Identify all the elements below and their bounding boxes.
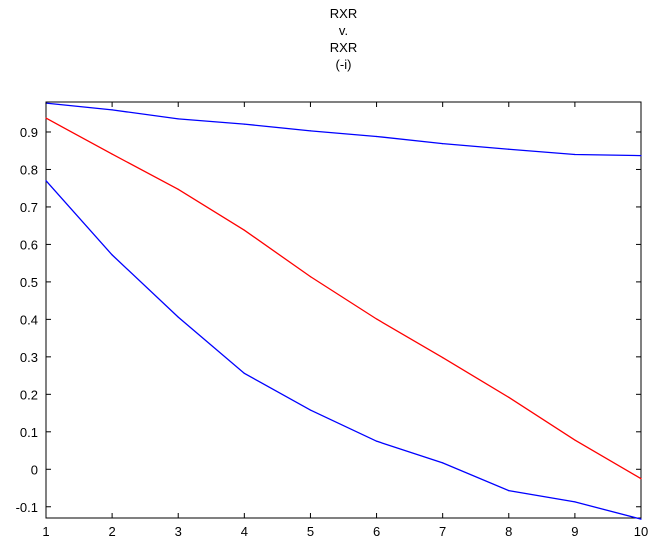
chart-title: RXR v. RXR (-i) [330,6,357,72]
x-tick-label: 7 [439,524,446,539]
series-2-point [111,254,113,256]
x-tick-label: 9 [571,524,578,539]
y-tick-label: 0 [31,462,38,477]
series-0-point [574,153,576,156]
series-1-point [45,117,47,119]
plot-area [45,101,642,519]
y-tick-label: 0.4 [20,312,38,327]
x-tick-label: 10 [634,524,648,539]
y-tick-label: 0.8 [20,162,38,177]
series-lines [45,102,642,520]
series-1-point [574,439,576,441]
series-2-point [442,462,444,464]
series-1-point [375,318,378,320]
series-line-0 [45,102,642,157]
title-line-2: RXR [330,40,357,55]
series-2-point [45,180,47,182]
series-2-point [574,501,576,503]
series-2-point [375,440,378,442]
x-axis-ticks: 1 2 3 4 5 6 7 8 9 10 [42,102,648,539]
plot-frame [45,101,642,519]
series-2-point [177,316,179,318]
series-0-point [442,143,444,145]
series-1-point [111,153,113,155]
series-2-point [640,518,642,520]
series-2-point [309,409,312,411]
series-1-point [640,478,642,480]
series-0-point [508,148,510,150]
series-0-point [640,154,642,157]
x-tick-label: 3 [175,524,182,539]
x-tick-label: 5 [307,524,314,539]
series-line-1 [45,117,642,480]
title-line-1: v. [339,23,348,38]
series-2-point [508,490,510,492]
y-tick-label: 0.6 [20,237,38,252]
series-1-point [309,276,312,278]
x-tick-label: 4 [241,524,248,539]
title-line-3: (-i) [336,57,352,72]
series-0-point [375,135,378,138]
y-tick-label: 0.1 [20,425,38,440]
x-tick-label: 8 [505,524,512,539]
series-2-point [243,372,245,374]
y-tick-label: -0.1 [16,500,38,515]
y-tick-label: 0.5 [20,275,38,290]
series-1-point [243,229,245,231]
series-1-point [442,356,444,359]
x-tick-label: 1 [42,524,49,539]
x-tick-label: 6 [373,524,380,539]
y-tick-label: 0.7 [20,200,38,215]
series-1-point [177,188,179,190]
y-axis-ticks: -0.1 0 0.1 0.2 0.3 0.4 0.5 0.6 0.7 0.8 0.9 [16,125,641,515]
series-0-point [243,123,245,125]
y-tick-label: 0.3 [20,350,38,365]
y-tick-label: 0.2 [20,387,38,402]
series-0-point [309,130,312,132]
series-0-point [111,109,113,111]
series-1-point [508,396,510,398]
series-line-2 [45,180,642,520]
y-tick-label: 0.9 [20,125,38,140]
series-0-point [177,118,179,120]
x-tick-label: 2 [108,524,115,539]
title-line-0: RXR [330,6,357,21]
